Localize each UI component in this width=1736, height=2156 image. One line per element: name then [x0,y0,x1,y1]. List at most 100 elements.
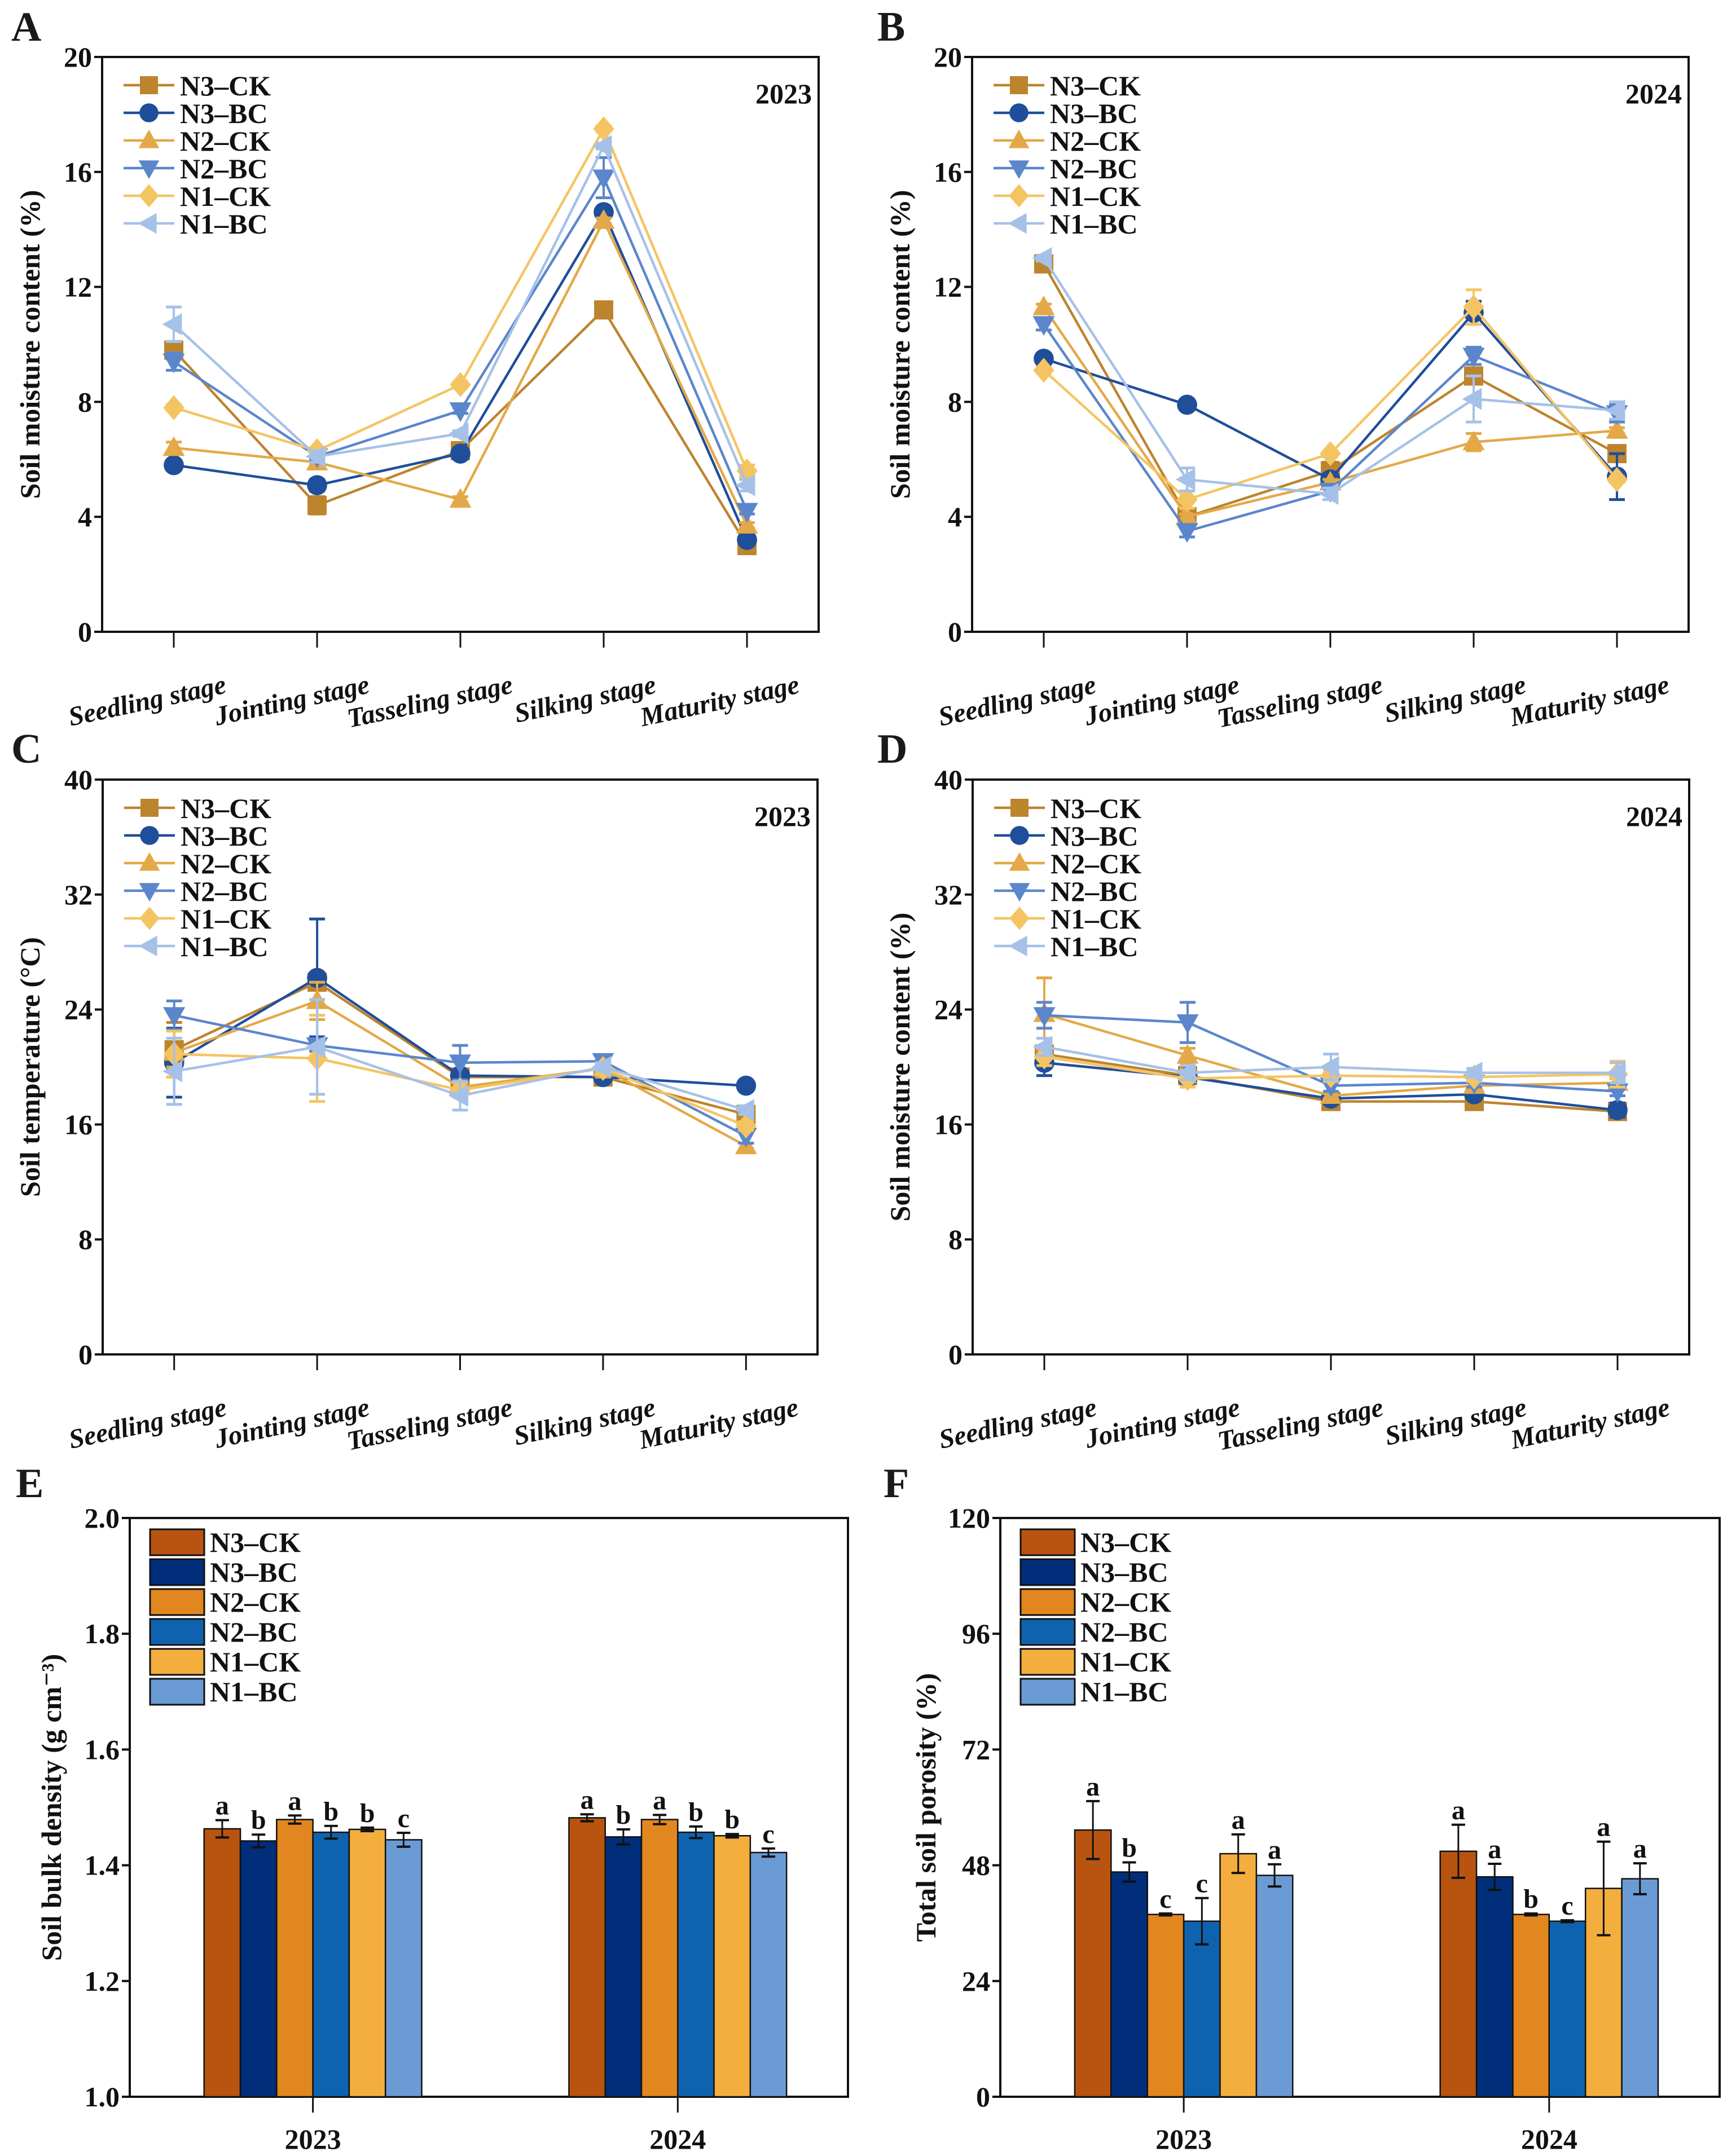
y-axis-title: Soil bulk density (g cm⁻³) [36,1654,67,1961]
significance-letter: a [1268,1835,1281,1865]
y-tick-label: 32 [934,879,963,910]
data-point [162,1060,183,1083]
legend-label: N3–BC [180,98,268,129]
panel-letter: B [877,4,905,50]
legend-marker [1010,799,1029,817]
year-annotation: 2023 [754,800,811,832]
data-point [1032,247,1052,270]
data-point [449,1084,468,1107]
legend-label: N1–BC [1051,931,1139,962]
y-tick-label: 40 [64,764,93,795]
legend-item: N3–CK [1019,1526,1171,1558]
y-axis-title: Soil moisture content (%) [884,913,916,1222]
data-point [1319,482,1339,505]
y-tick-label: 40 [934,764,963,795]
data-point [592,209,615,229]
legend-item: N2–CK [149,1586,301,1618]
y-tick-label: 0 [976,2081,990,2113]
bar [1183,1920,1221,2098]
legend-swatch [149,1678,205,1706]
y-tick-label: 4 [78,501,92,533]
panel-letter: D [877,726,907,772]
legend-marker [140,799,159,817]
legend-label: N2–CK [1080,1586,1171,1618]
y-tick-label: 48 [962,1850,990,1881]
legend-label: N1–CK [1080,1646,1171,1678]
y-tick-label: 8 [78,1224,93,1255]
bar [312,1831,350,2098]
data-point [1032,295,1055,315]
legend-item: N3–BC [994,98,1138,129]
legend-item: N1–CK [149,1646,301,1678]
data-point [1032,1036,1053,1058]
legend-label: N2–BC [1050,153,1138,184]
series-n1-bc [1032,247,1625,505]
data-point [591,1055,612,1079]
y-tick-label: 12 [64,271,92,303]
significance-letter: b [616,1800,631,1830]
data-point [734,1099,754,1121]
significance-letter: b [1122,1833,1137,1863]
legend-marker [138,129,160,148]
y-tick-label: 1.4 [85,1850,120,1881]
bar [604,1836,643,2098]
y-tick-label: 24 [962,1965,990,1997]
significance-letter: a [1488,1834,1501,1864]
legend-item: N1–CK [994,903,1141,935]
data-point [1606,467,1628,492]
y-tick-label: 72 [962,1733,990,1765]
series-n3-ck: aa [1074,1772,1478,2098]
y-tick-label: 0 [78,1339,93,1370]
data-point [163,395,184,420]
legend-marker [140,76,158,94]
legend-item: N2–BC [994,153,1138,184]
legend-label: N2–BC [210,1616,298,1648]
series-n1-ck [163,116,758,483]
series-n2-ck [1032,295,1628,525]
data-point [162,313,182,336]
legend-item: N2–CK [124,848,271,879]
legend-item: N3–CK [124,793,271,824]
y-tick-label: 16 [64,156,92,188]
bar [1219,1853,1258,2098]
y-tick-label: 16 [934,1108,963,1140]
legend-label: N3–BC [1050,98,1138,129]
significance-letter: a [1633,1834,1647,1864]
legend-marker [139,907,160,930]
legend-label: N2–BC [1080,1616,1168,1648]
data-point [305,445,326,468]
significance-letter: c [1196,1869,1208,1899]
legend-label: N3–BC [210,1556,298,1588]
y-tick-label: 24 [934,994,963,1026]
legend-label: N2–BC [180,153,268,184]
legend-marker [140,826,159,845]
legend-label: N3–CK [1080,1526,1171,1558]
legend-item: N1–BC [124,208,268,240]
chart-panel-e: E 1.0 1.2 1.4 1.6 1.8 2.0 Soil bulk density (g … [16,1460,849,2155]
data-point [1033,358,1054,383]
legend-item: N2–CK [1019,1586,1171,1618]
data-point [1462,388,1482,410]
data-point [736,1075,757,1096]
plot-frame [971,56,1690,633]
panel-letter: F [884,1460,909,1507]
data-point [449,422,469,445]
legend-item: N2–BC [994,875,1139,907]
legend-item: N3–BC [149,1556,298,1588]
y-tick-label: 32 [64,879,93,910]
y-tick-label: 20 [64,41,92,73]
significance-letter: a [1086,1772,1100,1802]
bar [1548,1920,1586,2098]
data-point [1463,294,1484,320]
year-annotation: 2024 [1626,800,1682,832]
legend-item: N2–BC [149,1616,298,1648]
legend-label: N1–CK [210,1646,301,1678]
plot-frame [101,56,820,633]
year-annotation: 2023 [755,78,812,109]
